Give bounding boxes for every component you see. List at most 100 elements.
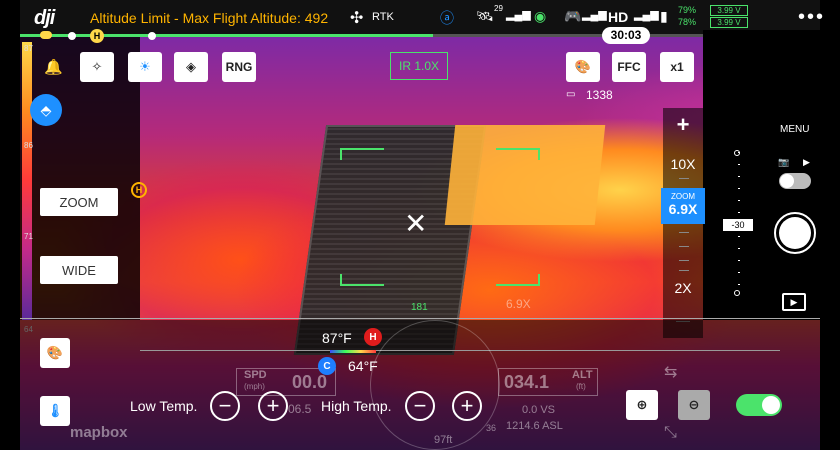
scale-label-3: 71 bbox=[24, 232, 33, 241]
remote-controller-icon[interactable]: 🎮 bbox=[564, 8, 582, 24]
zoom-current-indicator[interactable]: ZOOM 6.9X bbox=[661, 188, 705, 224]
vertical-speed: 0.0 VS bbox=[522, 404, 556, 416]
low-temp-decrease-button[interactable]: − bbox=[210, 391, 240, 421]
altitude-unit: (ft) bbox=[576, 382, 586, 391]
home-point-icon: H bbox=[131, 182, 147, 198]
rc-signal-bars-icon: ▂▄▆ bbox=[582, 9, 607, 21]
low-temp-badge[interactable]: C bbox=[318, 357, 336, 375]
zoom-in-button[interactable]: + bbox=[676, 112, 690, 137]
playback-button[interactable]: ▶ bbox=[782, 293, 806, 311]
top-status-bar: dji Altitude Limit - Max Flight Altitude… bbox=[20, 0, 823, 36]
altitude-limit-message: Altitude Limit - Max Flight Altitude: 49… bbox=[90, 10, 329, 26]
zoom-button[interactable]: ZOOM bbox=[40, 188, 118, 216]
spotlight-icon: ☀ bbox=[139, 59, 151, 74]
photo-video-toggle[interactable] bbox=[779, 173, 811, 189]
more-menu-button[interactable]: ••• bbox=[798, 6, 826, 28]
shutter-button[interactable] bbox=[774, 212, 816, 254]
signal-broadcast-icon: ⓐ bbox=[440, 10, 454, 26]
speed-label: SPD bbox=[244, 369, 267, 381]
scale-label-top: 87 bbox=[24, 44, 33, 53]
expand-view-icon[interactable]: ⤡ bbox=[664, 424, 677, 441]
flight-time-remaining: 30:03 bbox=[602, 27, 650, 44]
hd-video-link[interactable]: HD bbox=[608, 9, 629, 25]
play-icon: ▶ bbox=[790, 296, 798, 307]
rtk-label[interactable]: RTK bbox=[372, 11, 394, 23]
photo-count-icon: ▭ bbox=[566, 89, 576, 100]
low-temp-label: Low Temp. bbox=[130, 398, 198, 414]
gimbal-icon: ✧ bbox=[91, 59, 103, 74]
temperature-display-toggle[interactable] bbox=[736, 394, 782, 416]
mapbox-logo: mapbox bbox=[70, 424, 128, 441]
spotlight-button[interactable]: ☀ bbox=[128, 52, 162, 82]
high-temp-label: High Temp. bbox=[321, 398, 392, 414]
heading-readout: 181 bbox=[411, 302, 428, 313]
temperature-range-gradient bbox=[330, 350, 376, 353]
scale-label-2: 86 bbox=[24, 141, 33, 150]
thermometer-icon: 🌡 bbox=[46, 403, 64, 418]
small-readout: 36 bbox=[486, 423, 497, 433]
battery-percent-2: 78% bbox=[678, 17, 697, 27]
battery-voltage-2: 3.99 V bbox=[710, 17, 748, 28]
photo-count: 1338 bbox=[586, 88, 613, 102]
home-marker-icon: H bbox=[90, 29, 104, 43]
zoom-current-title: ZOOM bbox=[671, 192, 695, 201]
x1-button[interactable]: x1 bbox=[660, 52, 694, 82]
high-temp-increase-button[interactable]: + bbox=[452, 391, 482, 421]
palette-settings-button[interactable]: 🎨 bbox=[40, 338, 70, 368]
zoom-level-2x[interactable]: 2X bbox=[674, 280, 692, 296]
battery-voltage-1: 3.99 V bbox=[710, 5, 748, 16]
flight-progress-bar bbox=[20, 34, 800, 37]
ir-zoom-indicator[interactable]: IR 1.0X bbox=[390, 52, 448, 80]
drone-icon: ✣ bbox=[350, 10, 364, 27]
battery-percent-1: 79% bbox=[678, 5, 697, 15]
thermometer-button[interactable]: 🌡 bbox=[40, 396, 70, 426]
ffc-button[interactable]: FFC bbox=[612, 52, 646, 82]
satellite-icon[interactable]: 🛰 bbox=[476, 8, 494, 24]
progress-start-marker bbox=[40, 31, 52, 39]
bottom-divider bbox=[20, 318, 820, 319]
altitude-asl: 1214.6 ASL bbox=[506, 420, 563, 432]
takeoff-icon: ⬘ bbox=[40, 101, 52, 118]
gimbal-mode-button[interactable]: ✧ bbox=[80, 52, 114, 82]
zoom-current-value: 6.9X bbox=[668, 201, 698, 217]
altitude-label: ALT bbox=[572, 369, 593, 381]
gps-count: 29 bbox=[494, 4, 503, 13]
progress-marker bbox=[68, 32, 76, 40]
flight-progress-fill bbox=[20, 34, 434, 37]
focus-frame bbox=[340, 148, 540, 286]
zoom-out-map-button[interactable]: ⊖ bbox=[678, 390, 710, 420]
obstacle-sensor-icon[interactable]: ◉ bbox=[534, 8, 547, 24]
progress-marker-current bbox=[148, 32, 156, 40]
high-temp-value: 87°F bbox=[322, 330, 352, 346]
hd-signal-bars-icon: ▂▄▆ bbox=[634, 9, 659, 21]
high-temp-decrease-button[interactable]: − bbox=[405, 391, 435, 421]
speed-value: 00.0 bbox=[292, 372, 328, 392]
swap-view-icon[interactable]: ⇆ bbox=[664, 364, 678, 381]
takeoff-button[interactable]: ⬘ bbox=[30, 94, 62, 126]
battery-icon[interactable]: ▮ bbox=[660, 8, 668, 24]
altitude-value: 034.1 bbox=[504, 372, 550, 392]
rng-button[interactable]: RNG bbox=[222, 52, 256, 82]
speed-unit: (mph) bbox=[244, 382, 265, 391]
low-temp-increase-button[interactable]: + bbox=[258, 391, 288, 421]
dji-logo[interactable]: dji bbox=[34, 7, 55, 29]
exposure-top-dot bbox=[734, 150, 740, 156]
target-diamond-icon: ◈ bbox=[186, 59, 196, 74]
menu-button[interactable]: MENU bbox=[780, 124, 810, 135]
zoom-level-10x[interactable]: 10X bbox=[670, 156, 696, 172]
palette-button[interactable]: 🎨 bbox=[566, 52, 600, 82]
target-zoom-label: 6.9X bbox=[506, 297, 531, 311]
photo-mode-icon[interactable]: 📷 bbox=[778, 157, 790, 167]
palette-settings-icon: 🎨 bbox=[46, 345, 64, 360]
temperature-color-scale bbox=[22, 42, 32, 320]
zoom-in-map-button[interactable]: ⊕ bbox=[626, 390, 658, 420]
exposure-value[interactable]: -30 bbox=[723, 219, 753, 231]
low-temp-value: 64°F bbox=[348, 358, 378, 374]
high-temp-badge[interactable]: H bbox=[364, 328, 382, 346]
wide-button[interactable]: WIDE bbox=[40, 256, 118, 284]
exposure-bottom-dot bbox=[734, 290, 740, 296]
target-mode-button[interactable]: ◈ bbox=[174, 52, 208, 82]
notification-bell-icon[interactable]: 🔔 bbox=[44, 59, 63, 76]
video-mode-icon[interactable]: ▶ bbox=[803, 157, 810, 167]
